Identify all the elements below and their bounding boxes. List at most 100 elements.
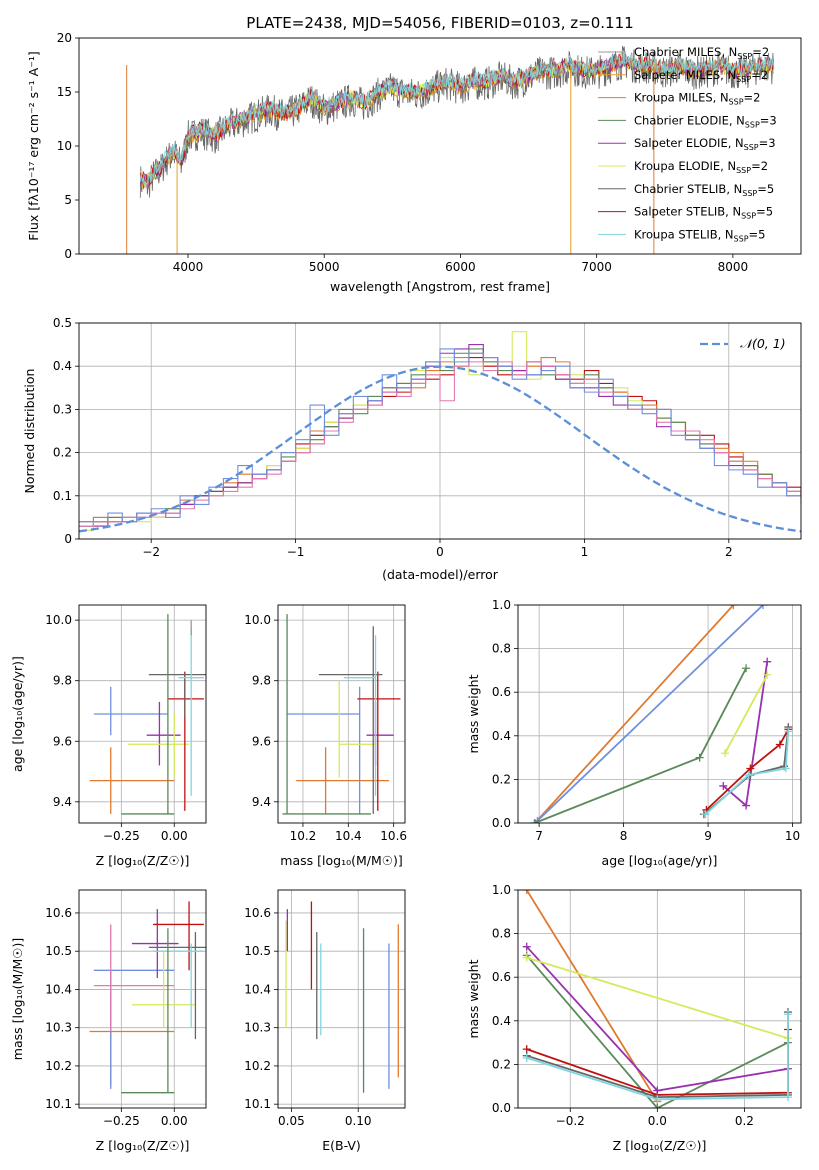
data-point — [742, 664, 751, 673]
panel-mass_vs_EBV: 0.05 0.10 10.1 10.2 10.3 10.4 10.5 10.6 E(B-V) — [244, 889, 406, 1153]
data-point — [783, 1010, 792, 1019]
spectrum-line — [139, 51, 774, 185]
y-tick-label: 9.6 — [252, 734, 271, 748]
x-tick-label: 10.6 — [380, 829, 407, 843]
x-axis-label: age [log₁₀(age/yr)] — [602, 853, 718, 868]
axes-frame — [277, 889, 406, 1109]
data-point — [522, 953, 531, 962]
y-tick-label: 10.1 — [45, 1097, 72, 1111]
x-axis-label: Z [log₁₀(Z/Z☉)] — [96, 1138, 190, 1153]
legend-label: Kroupa STELIB, NSSP=5 — [634, 227, 765, 243]
data-point — [720, 749, 729, 758]
y-tick-label: 0 — [64, 532, 72, 546]
axes-frame — [517, 889, 802, 1109]
plot-area-mass_vs_EBV — [285, 901, 399, 1093]
x-tick-label: 10.2 — [290, 829, 317, 843]
y-tick-label: 0.6 — [492, 685, 511, 699]
y-tick-label: 9.4 — [53, 795, 72, 809]
x-tick-label: 7 — [535, 829, 543, 843]
panel-weight_vs_age: 7 8 9 10 0.0 0.2 0.4 0.6 0.8 1.0 age [log₁₀(age/yr… — [466, 598, 802, 868]
plot-area-weight_vs_Z — [522, 890, 792, 1108]
data-point — [701, 810, 710, 819]
data-point — [729, 605, 738, 609]
legend-label: Salpeter ELODIE, NSSP=3 — [634, 136, 776, 152]
figure-title: PLATE=2438, MJD=54056, FIBERID=0103, z=0… — [246, 14, 633, 32]
y-tick-label: 0.1 — [53, 489, 72, 503]
data-point — [719, 781, 728, 790]
x-tick-label: 7000 — [581, 260, 612, 274]
axes-frame — [78, 889, 207, 1109]
y-tick-label: 0 — [64, 247, 72, 261]
panel-age_vs_Z: −0.25 0.00 9.4 9.6 9.8 10.0 Z [log₁₀(Z/Z☉)] age… — [10, 604, 207, 868]
series-line — [705, 728, 790, 811]
histogram-step — [79, 348, 801, 527]
y-tick-label: 10.2 — [244, 1059, 271, 1073]
y-tick-label: 0.2 — [53, 446, 72, 460]
y-axis-label: Normed distribution — [22, 369, 37, 494]
y-tick-label: 15 — [57, 85, 72, 99]
y-tick-label: 0.2 — [492, 772, 511, 786]
data-point — [695, 753, 704, 762]
panel-age_vs_mass: 10.2 10.4 10.6 9.4 9.6 9.8 10.0 mass [log₁₀(M/M… — [244, 604, 407, 868]
y-tick-label: 10.3 — [244, 1021, 271, 1035]
x-axis-label: wavelength [Angstrom, rest frame] — [330, 279, 550, 294]
series-line — [534, 667, 747, 823]
series-line — [722, 661, 769, 808]
series-line — [536, 605, 764, 822]
y-tick-label: 0.8 — [492, 927, 511, 941]
plot-area-residuals — [79, 331, 801, 533]
y-tick-label: 0.8 — [492, 642, 511, 656]
y-axis-label: age [log₁₀(age/yr)] — [10, 656, 25, 772]
histogram-step — [79, 348, 801, 523]
y-tick-label: 0.3 — [53, 402, 72, 416]
legend-label: 𝒩(0, 1) — [740, 336, 786, 351]
y-tick-label: 9.8 — [53, 674, 72, 688]
series-line — [526, 954, 789, 1108]
plot-area-weight_vs_age — [530, 605, 793, 823]
series-line — [526, 956, 789, 1040]
axes-frame — [277, 604, 406, 824]
y-tick-label: 0.4 — [492, 729, 511, 743]
y-tick-label: 1.0 — [492, 883, 511, 897]
histogram-step — [79, 361, 801, 527]
data-point — [522, 942, 531, 951]
series-line — [704, 731, 790, 815]
axes-frame — [78, 604, 207, 824]
y-tick-label: 1.0 — [492, 598, 511, 612]
y-tick-label: 10.0 — [244, 613, 271, 627]
series-line — [724, 674, 768, 754]
legend-label: Chabrier ELODIE, NSSP=3 — [634, 113, 777, 129]
data-point — [530, 819, 539, 823]
y-tick-label: 20 — [57, 31, 72, 45]
data-point — [763, 657, 772, 666]
x-tick-label: −2 — [142, 545, 160, 559]
data-point — [742, 801, 751, 810]
x-axis-label: Z [log₁₀(Z/Z☉)] — [96, 853, 190, 868]
y-tick-label: 0.4 — [53, 359, 72, 373]
y-tick-label: 10.6 — [45, 906, 72, 920]
x-tick-label: 8000 — [718, 260, 749, 274]
data-point — [522, 1053, 531, 1062]
y-tick-label: 5 — [64, 193, 72, 207]
axes-frame — [78, 37, 802, 255]
legend: Chabrier MILES, NSSP=2 Salpeter MILES, NS… — [598, 45, 777, 243]
data-point — [781, 764, 790, 773]
x-tick-label: 0.05 — [278, 1114, 305, 1128]
x-tick-label: 8 — [620, 829, 628, 843]
x-tick-label: 0.00 — [161, 1114, 188, 1128]
y-tick-label: 9.8 — [252, 674, 271, 688]
y-tick-label: 10.6 — [244, 906, 271, 920]
legend-label: Chabrier MILES, NSSP=2 — [634, 45, 769, 61]
legend-label: Salpeter STELIB, NSSP=5 — [634, 205, 773, 221]
y-tick-label: 10.4 — [244, 982, 271, 996]
plot-area-spectrum — [126, 46, 774, 254]
data-point — [758, 605, 767, 609]
x-tick-label: −1 — [287, 545, 305, 559]
legend-label: Chabrier STELIB, NSSP=5 — [634, 182, 774, 198]
x-axis-label: E(B-V) — [322, 1138, 361, 1153]
y-tick-label: 10.5 — [244, 944, 271, 958]
x-tick-label: 0.10 — [345, 1114, 372, 1128]
x-tick-label: 0.00 — [161, 829, 188, 843]
